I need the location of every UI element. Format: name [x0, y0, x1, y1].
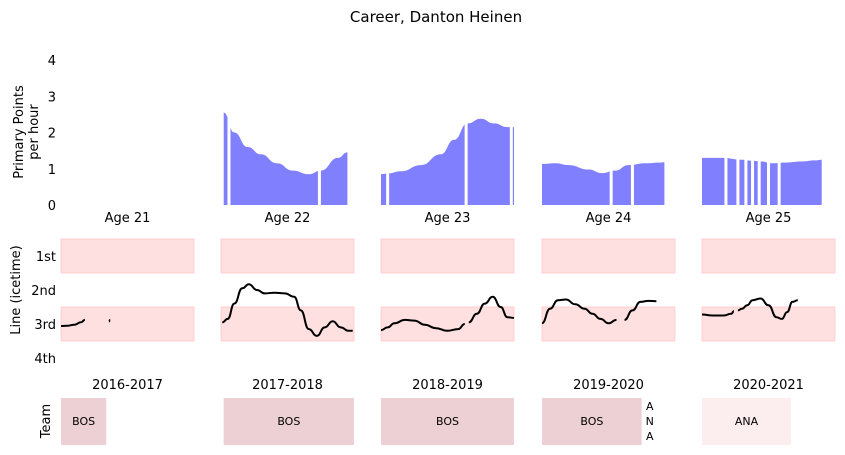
- team-label: BOS: [277, 415, 300, 428]
- line-axis-label: Line (icetime): [9, 245, 24, 335]
- points-gap: [509, 55, 513, 206]
- points-ytick-label: 0: [48, 199, 56, 214]
- line-ytick-label: 3rd: [34, 318, 56, 333]
- team-label: A: [646, 400, 654, 413]
- team-label: BOS: [436, 415, 459, 428]
- team-label: ANA: [735, 415, 759, 428]
- line-band: [701, 238, 836, 274]
- points-area-2019-2020: [542, 162, 665, 205]
- season-label: 2016-2017: [92, 378, 163, 393]
- line-series-2016-2017: [108, 318, 111, 323]
- points-gap: [630, 55, 634, 206]
- age-label: Age 21: [105, 211, 151, 226]
- team-label: BOS: [72, 415, 95, 428]
- line-band: [60, 238, 195, 274]
- points-gap: [744, 55, 748, 206]
- line-series-2018-2019: [468, 295, 515, 324]
- points-ytick-label: 1: [48, 163, 56, 178]
- points-axis-label: Primary Pointsper hour: [12, 85, 42, 179]
- points-gap: [736, 55, 740, 206]
- points-area-2020-2021: [702, 157, 822, 205]
- points-ytick-label: 3: [48, 90, 56, 105]
- line-series-2019-2020: [541, 298, 617, 325]
- points-gap: [757, 55, 761, 206]
- team-label: BOS: [580, 415, 603, 428]
- team-block-BOS: [223, 398, 354, 445]
- line-ytick-label: 2nd: [31, 284, 56, 299]
- line-panels: 2016-2017 2017-2018 2018-2019 2019-2020 2020…: [60, 238, 836, 393]
- points-gap: [777, 55, 781, 206]
- season-label: 2019-2020: [573, 378, 644, 393]
- team-panels: BOS BOS BOS BOS ANA ANA: [61, 398, 792, 445]
- line-series-2017-2018: [222, 283, 353, 337]
- line-ytick-label: 4th: [34, 352, 56, 367]
- points-gap: [767, 55, 770, 206]
- points-gap: [609, 55, 613, 206]
- line-band: [380, 306, 515, 342]
- line-band: [380, 238, 515, 274]
- team-block-BOS: [381, 398, 514, 445]
- chart-title: Career, Danton Heinen: [350, 8, 522, 26]
- team-block-ANA: [702, 398, 792, 445]
- season-label: 2020-2021: [733, 378, 804, 393]
- points-ytick-label: 4: [48, 54, 56, 69]
- line-series-2018-2019: [380, 318, 465, 332]
- line-series-2016-2017: [60, 318, 86, 327]
- points-gap: [464, 55, 468, 206]
- line-band: [541, 238, 676, 274]
- points-gap: [751, 55, 755, 206]
- points-panels: Age 21 Age 22 Age 23 Age 24 Age 25: [105, 55, 822, 226]
- age-label: Age 23: [425, 211, 471, 226]
- line-band: [701, 306, 836, 342]
- line-series-2019-2020: [624, 299, 657, 321]
- points-axis: 0 1 2 3 4 Primary Pointsper hour: [12, 54, 56, 214]
- points-gap: [724, 55, 728, 206]
- team-block-ANA: [641, 398, 657, 445]
- team-axis-label: Team: [39, 404, 54, 439]
- line-series-2020-2021: [701, 310, 735, 317]
- line-band: [60, 306, 195, 342]
- age-label: Age 22: [265, 211, 311, 226]
- age-label: Age 25: [746, 211, 792, 226]
- points-ytick-label: 2: [48, 127, 56, 142]
- points-area-2018-2019: [381, 118, 514, 205]
- season-label: 2017-2018: [252, 378, 323, 393]
- team-axis: Team: [39, 404, 54, 439]
- line-axis: 1st 2nd 3rd 4th Line (icetime): [9, 245, 56, 367]
- points-area-2017-2018: [223, 112, 348, 205]
- line-band: [220, 238, 355, 274]
- line-series-2020-2021: [737, 297, 798, 320]
- team-block-BOS: [61, 398, 107, 445]
- team-block-BOS: [542, 398, 642, 445]
- line-ytick-label: 1st: [36, 250, 56, 265]
- points-gap: [386, 55, 390, 206]
- team-label: N: [646, 415, 654, 428]
- team-label: A: [646, 430, 654, 443]
- points-gap: [227, 55, 231, 206]
- age-label: Age 24: [586, 211, 632, 226]
- points-gap: [317, 55, 321, 206]
- season-label: 2018-2019: [412, 378, 483, 393]
- line-band: [220, 306, 355, 342]
